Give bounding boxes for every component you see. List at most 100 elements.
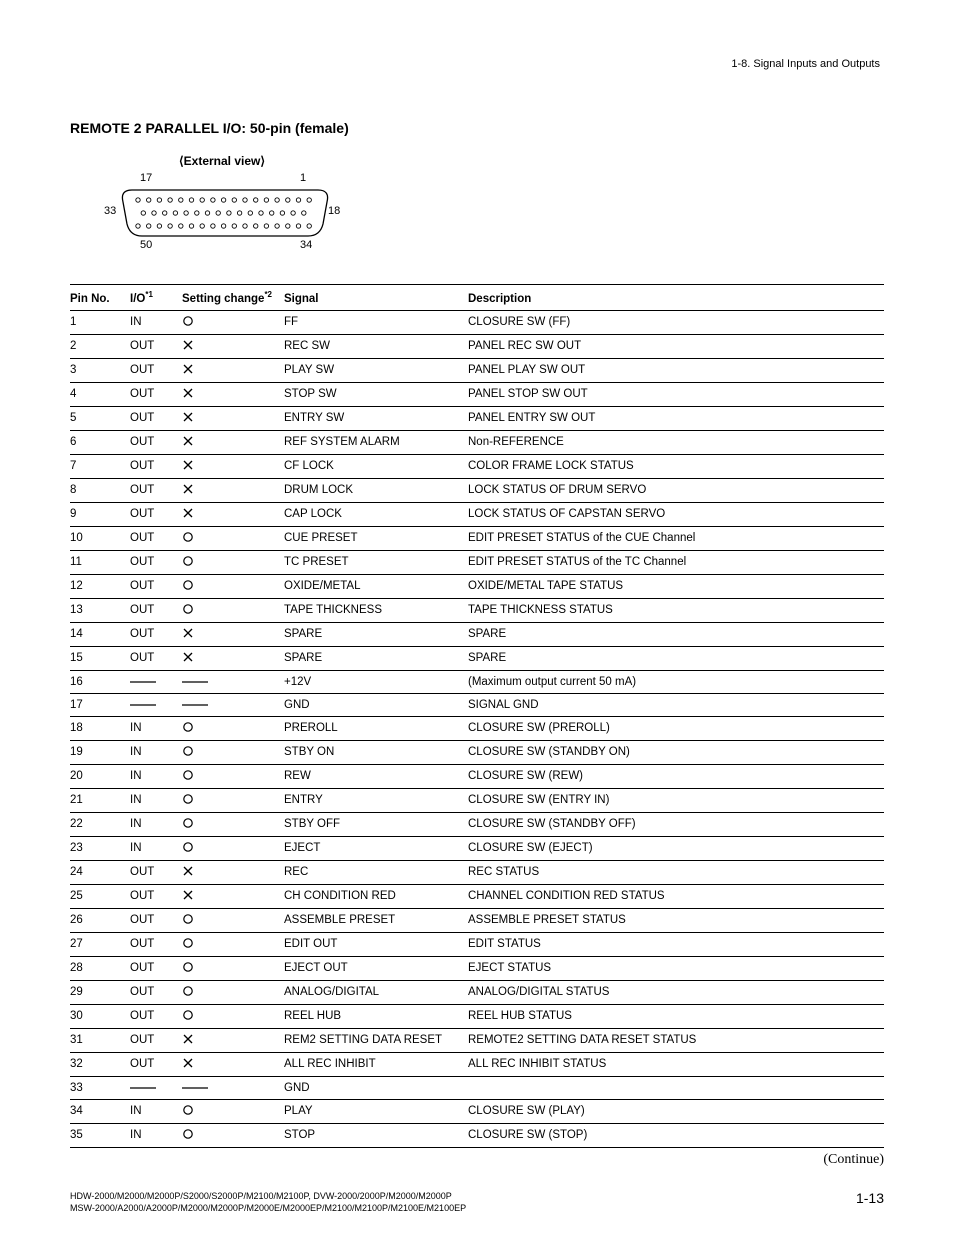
cell-pin: 21 — [70, 788, 130, 812]
cell-signal: FF — [284, 310, 468, 334]
cell-setting-change — [182, 454, 284, 478]
cell-io: OUT — [130, 598, 182, 622]
cell-io: OUT — [130, 908, 182, 932]
cell-signal: STOP SW — [284, 382, 468, 406]
cell-io: OUT — [130, 478, 182, 502]
cell-pin: 2 — [70, 334, 130, 358]
cell-setting-change — [182, 884, 284, 908]
cell-pin: 10 — [70, 526, 130, 550]
pin-num-tl: 17 — [140, 172, 152, 184]
cell-desc — [468, 1076, 884, 1099]
table-row: 12OUTOXIDE/METALOXIDE/METAL TAPE STATUS — [70, 574, 884, 598]
cell-setting-change — [182, 908, 284, 932]
cell-io: OUT — [130, 502, 182, 526]
page-number: 1-13 — [856, 1189, 884, 1208]
cell-pin: 4 — [70, 382, 130, 406]
cell-desc: OXIDE/METAL TAPE STATUS — [468, 574, 884, 598]
cell-pin: 32 — [70, 1052, 130, 1076]
cell-io: OUT — [130, 550, 182, 574]
cell-signal: EJECT OUT — [284, 956, 468, 980]
cell-io: OUT — [130, 932, 182, 956]
table-row: 23INEJECTCLOSURE SW (EJECT) — [70, 836, 884, 860]
cell-desc: PANEL ENTRY SW OUT — [468, 406, 884, 430]
table-row: 31OUTREM2 SETTING DATA RESETREMOTE2 SETT… — [70, 1028, 884, 1052]
table-row: 4OUTSTOP SWPANEL STOP SW OUT — [70, 382, 884, 406]
table-row: 11OUTTC PRESETEDIT PRESET STATUS of the … — [70, 550, 884, 574]
connector-icon — [100, 172, 350, 254]
table-row: 33GND — [70, 1076, 884, 1099]
cell-signal: ANALOG/DIGITAL — [284, 980, 468, 1004]
cell-io: IN — [130, 788, 182, 812]
cell-io: OUT — [130, 860, 182, 884]
cell-signal: PREROLL — [284, 716, 468, 740]
table-row: 22INSTBY OFFCLOSURE SW (STANDBY OFF) — [70, 812, 884, 836]
cell-setting-change — [182, 574, 284, 598]
cell-setting-change — [182, 1028, 284, 1052]
cell-io: OUT — [130, 980, 182, 1004]
cell-pin: 25 — [70, 884, 130, 908]
cell-pin: 26 — [70, 908, 130, 932]
cell-pin: 24 — [70, 860, 130, 884]
cell-pin: 16 — [70, 670, 130, 693]
cell-signal: DRUM LOCK — [284, 478, 468, 502]
cell-signal: REC SW — [284, 334, 468, 358]
table-row: 9OUTCAP LOCKLOCK STATUS OF CAPSTAN SERVO — [70, 502, 884, 526]
cell-desc: SPARE — [468, 646, 884, 670]
table-row: 20INREWCLOSURE SW (REW) — [70, 764, 884, 788]
col-setting-change: Setting change*2 — [182, 285, 284, 311]
cell-io — [130, 693, 182, 716]
cell-setting-change — [182, 1123, 284, 1147]
cell-setting-change — [182, 382, 284, 406]
cell-pin: 12 — [70, 574, 130, 598]
cell-io: OUT — [130, 1052, 182, 1076]
cell-pin: 5 — [70, 406, 130, 430]
cell-io: IN — [130, 716, 182, 740]
cell-signal: EJECT — [284, 836, 468, 860]
cell-pin: 14 — [70, 622, 130, 646]
table-row: 3OUTPLAY SWPANEL PLAY SW OUT — [70, 358, 884, 382]
cell-pin: 30 — [70, 1004, 130, 1028]
cell-desc: ANALOG/DIGITAL STATUS — [468, 980, 884, 1004]
cell-pin: 18 — [70, 716, 130, 740]
table-row: 35INSTOPCLOSURE SW (STOP) — [70, 1123, 884, 1147]
cell-desc: REEL HUB STATUS — [468, 1004, 884, 1028]
cell-setting-change — [182, 478, 284, 502]
cell-signal: STOP — [284, 1123, 468, 1147]
cell-setting-change — [182, 502, 284, 526]
cell-pin: 17 — [70, 693, 130, 716]
cell-setting-change — [182, 836, 284, 860]
col-signal: Signal — [284, 285, 468, 311]
cell-pin: 23 — [70, 836, 130, 860]
cell-pin: 3 — [70, 358, 130, 382]
table-row: 21INENTRYCLOSURE SW (ENTRY IN) — [70, 788, 884, 812]
cell-pin: 9 — [70, 502, 130, 526]
page: 1-8. Signal Inputs and Outputs REMOTE 2 … — [0, 0, 954, 1244]
col-desc: Description — [468, 285, 884, 311]
cell-io — [130, 670, 182, 693]
cell-signal: REC — [284, 860, 468, 884]
cell-signal: STBY ON — [284, 740, 468, 764]
pin-num-ml: 33 — [104, 205, 116, 217]
cell-signal: PLAY — [284, 1099, 468, 1123]
continue-label: (Continue) — [70, 1152, 884, 1168]
cell-pin: 8 — [70, 478, 130, 502]
cell-signal: STBY OFF — [284, 812, 468, 836]
cell-io: IN — [130, 1123, 182, 1147]
table-row: 2OUTREC SWPANEL REC SW OUT — [70, 334, 884, 358]
cell-pin: 11 — [70, 550, 130, 574]
cell-signal: +12V — [284, 670, 468, 693]
cell-pin: 35 — [70, 1123, 130, 1147]
cell-io: IN — [130, 836, 182, 860]
table-row: 16+12V(Maximum output current 50 mA) — [70, 670, 884, 693]
cell-io: IN — [130, 1099, 182, 1123]
cell-io: OUT — [130, 334, 182, 358]
table-row: 6OUTREF SYSTEM ALARMNon-REFERENCE — [70, 430, 884, 454]
cell-io: IN — [130, 740, 182, 764]
cell-pin: 13 — [70, 598, 130, 622]
cell-io: IN — [130, 812, 182, 836]
cell-desc: ASSEMBLE PRESET STATUS — [468, 908, 884, 932]
cell-signal: PLAY SW — [284, 358, 468, 382]
table-row: 34INPLAYCLOSURE SW (PLAY) — [70, 1099, 884, 1123]
cell-signal: SPARE — [284, 622, 468, 646]
cell-signal: CH CONDITION RED — [284, 884, 468, 908]
